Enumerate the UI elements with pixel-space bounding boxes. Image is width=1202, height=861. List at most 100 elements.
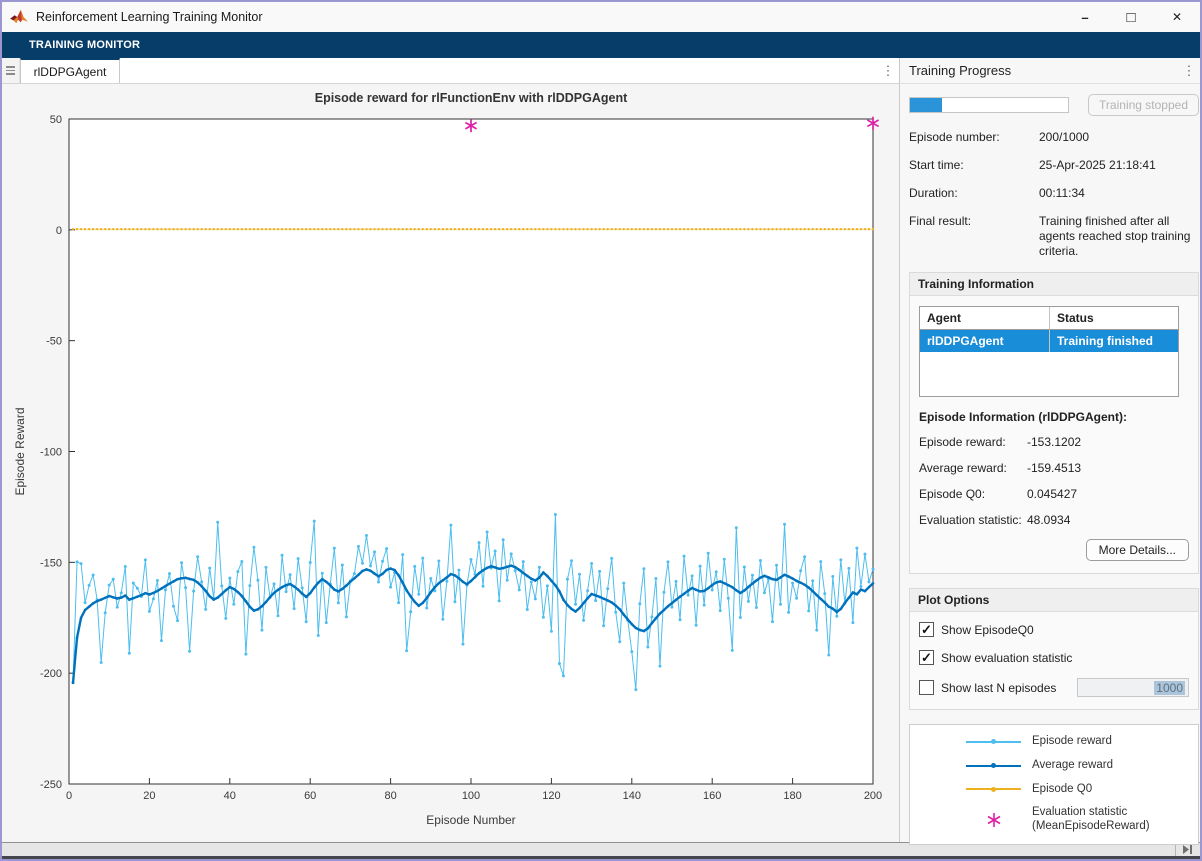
- legend-label: Evaluation statistic (MeanEpisodeReward): [1032, 806, 1150, 834]
- title-bar: Reinforcement Learning Training Monitor: [2, 2, 1200, 32]
- show-episodeq0-option: Show EpisodeQ0: [919, 622, 1189, 637]
- training-progress-panel: Training stopped Episode number: 200/100…: [899, 84, 1202, 842]
- column-header-status[interactable]: Status: [1050, 307, 1178, 330]
- checkbox-label: Show EpisodeQ0: [941, 623, 1034, 637]
- field-label: Average reward:: [919, 461, 1027, 475]
- field-value: -153.1202: [1027, 435, 1189, 449]
- svg-text:200: 200: [864, 790, 882, 802]
- average-reward-line-swatch: [966, 765, 1021, 767]
- svg-text:0: 0: [56, 225, 62, 237]
- episode-q0-line-swatch: [966, 788, 1021, 790]
- column-header-agent[interactable]: Agent: [920, 307, 1050, 330]
- legend-label: Average reward: [1032, 759, 1113, 773]
- legend-entry-episode-q0: Episode Q0: [966, 783, 1198, 797]
- chart-figure: Episode reward for rlFunctionEnv with rl…: [2, 84, 899, 842]
- training-information-section: Training Information Agent Status rlDDPG…: [909, 272, 1199, 574]
- minimize-button[interactable]: [1062, 2, 1108, 32]
- start-time-row: Start time: 25-Apr-2025 21:18:41: [909, 158, 1199, 173]
- svg-text:-50: -50: [46, 336, 62, 348]
- field-value: 200/1000: [1039, 130, 1199, 145]
- skip-to-end-icon: [1183, 845, 1193, 854]
- training-stopped-button[interactable]: Training stopped: [1088, 94, 1199, 116]
- window-controls: [1062, 2, 1200, 32]
- svg-text:-250: -250: [40, 779, 62, 791]
- training-progress-panel-header: Training Progress: [899, 58, 1200, 84]
- field-label: Start time:: [909, 158, 1039, 173]
- svg-text:120: 120: [542, 790, 560, 802]
- average-reward-row: Average reward: -159.4513: [919, 461, 1189, 475]
- more-details-button[interactable]: More Details...: [1086, 539, 1189, 561]
- legend-entry-average-reward: Average reward: [966, 759, 1198, 773]
- svg-text:160: 160: [703, 790, 721, 802]
- section-title: Training Information: [910, 273, 1198, 296]
- window-title: Reinforcement Learning Training Monitor: [36, 10, 263, 24]
- legend-label: Episode reward: [1032, 735, 1112, 749]
- svg-text:Episode Number: Episode Number: [426, 813, 515, 827]
- screen-edge-artifact: [2, 856, 1200, 859]
- tab-overflow-menu-icon[interactable]: [877, 58, 899, 83]
- svg-text:60: 60: [304, 790, 316, 802]
- main-area: Episode reward for rlFunctionEnv with rl…: [2, 84, 1200, 842]
- checkbox-label: Show evaluation statistic: [941, 651, 1072, 665]
- maximize-button[interactable]: [1108, 2, 1154, 32]
- final-result-row: Final result: Training finished after al…: [909, 214, 1199, 259]
- table-empty-area: [920, 352, 1178, 396]
- progress-fill: [910, 98, 942, 112]
- episode-information-title: Episode Information (rlDDPGAgent):: [919, 410, 1189, 424]
- show-episodeq0-checkbox[interactable]: [919, 622, 934, 637]
- field-label: Final result:: [909, 214, 1039, 259]
- reward-chart[interactable]: Episode reward for rlFunctionEnv with rl…: [2, 84, 899, 844]
- episode-reward-row: Episode reward: -153.1202: [919, 435, 1189, 449]
- training-progress-bar: [909, 97, 1069, 113]
- svg-text:Episode Reward: Episode Reward: [13, 407, 27, 495]
- legend-entry-episode-reward: Episode reward: [966, 735, 1198, 749]
- svg-text:0: 0: [66, 790, 72, 802]
- svg-text:-100: -100: [40, 447, 62, 459]
- right-panel-title: Training Progress: [909, 63, 1011, 78]
- field-label: Evaluation statistic:: [919, 513, 1027, 527]
- field-label: Duration:: [909, 186, 1039, 201]
- svg-text:100: 100: [462, 790, 480, 802]
- duration-row: Duration: 00:11:34: [909, 186, 1199, 201]
- app-window: Reinforcement Learning Training Monitor …: [0, 0, 1202, 861]
- chart-legend: Episode reward Average reward Episode Q0: [909, 724, 1199, 845]
- evaluation-statistic-marker-icon: [966, 811, 1021, 829]
- tab-grip-handle[interactable]: [2, 58, 20, 83]
- show-last-n-episodes-checkbox[interactable]: [919, 680, 934, 695]
- evaluation-statistic-row: Evaluation statistic: 48.0934: [919, 513, 1189, 527]
- field-label: Episode reward:: [919, 435, 1027, 449]
- ribbon-tab-training-monitor[interactable]: TRAINING MONITOR: [29, 39, 140, 51]
- svg-text:140: 140: [623, 790, 641, 802]
- table-row[interactable]: rlDDPGAgent Training finished: [920, 330, 1178, 352]
- field-value: Training finished after all agents reach…: [1039, 214, 1199, 259]
- document-tab-strip: rlDDPGAgent: [2, 58, 899, 84]
- svg-text:180: 180: [783, 790, 801, 802]
- table-header-row: Agent Status: [920, 307, 1178, 330]
- field-value: -159.4513: [1027, 461, 1189, 475]
- tab-rlddpgagent[interactable]: rlDDPGAgent: [20, 58, 120, 83]
- episode-reward-line-swatch: [966, 741, 1021, 743]
- tab-label: rlDDPGAgent: [34, 65, 107, 79]
- agent-cell: rlDDPGAgent: [920, 330, 1050, 352]
- show-evaluation-statistic-option: Show evaluation statistic: [919, 650, 1189, 665]
- panel-menu-icon[interactable]: [1178, 63, 1200, 79]
- svg-text:50: 50: [50, 114, 62, 126]
- field-value: 00:11:34: [1039, 186, 1199, 201]
- episode-q0-row: Episode Q0: 0.045427: [919, 487, 1189, 501]
- tab-and-panel-header-row: rlDDPGAgent Training Progress: [2, 58, 1200, 84]
- field-value: 48.0934: [1027, 513, 1189, 527]
- matlab-logo-icon: [10, 9, 28, 25]
- field-label: Episode number:: [909, 130, 1039, 145]
- field-value: 0.045427: [1027, 487, 1189, 501]
- checkbox-label: Show last N episodes: [941, 681, 1056, 695]
- last-n-episodes-input[interactable]: 1000: [1077, 678, 1189, 697]
- section-title: Plot Options: [910, 589, 1198, 612]
- svg-text:40: 40: [224, 790, 236, 802]
- episode-number-row: Episode number: 200/1000: [909, 130, 1199, 145]
- agent-status-table: Agent Status rlDDPGAgent Training finish…: [919, 306, 1179, 397]
- close-button[interactable]: [1154, 2, 1200, 32]
- progress-row: Training stopped: [909, 94, 1199, 116]
- show-evaluation-statistic-checkbox[interactable]: [919, 650, 934, 665]
- svg-text:Episode reward for rlFunctionE: Episode reward for rlFunctionEnv with rl…: [315, 91, 628, 105]
- legend-label-line1: Evaluation statistic: [1032, 806, 1127, 818]
